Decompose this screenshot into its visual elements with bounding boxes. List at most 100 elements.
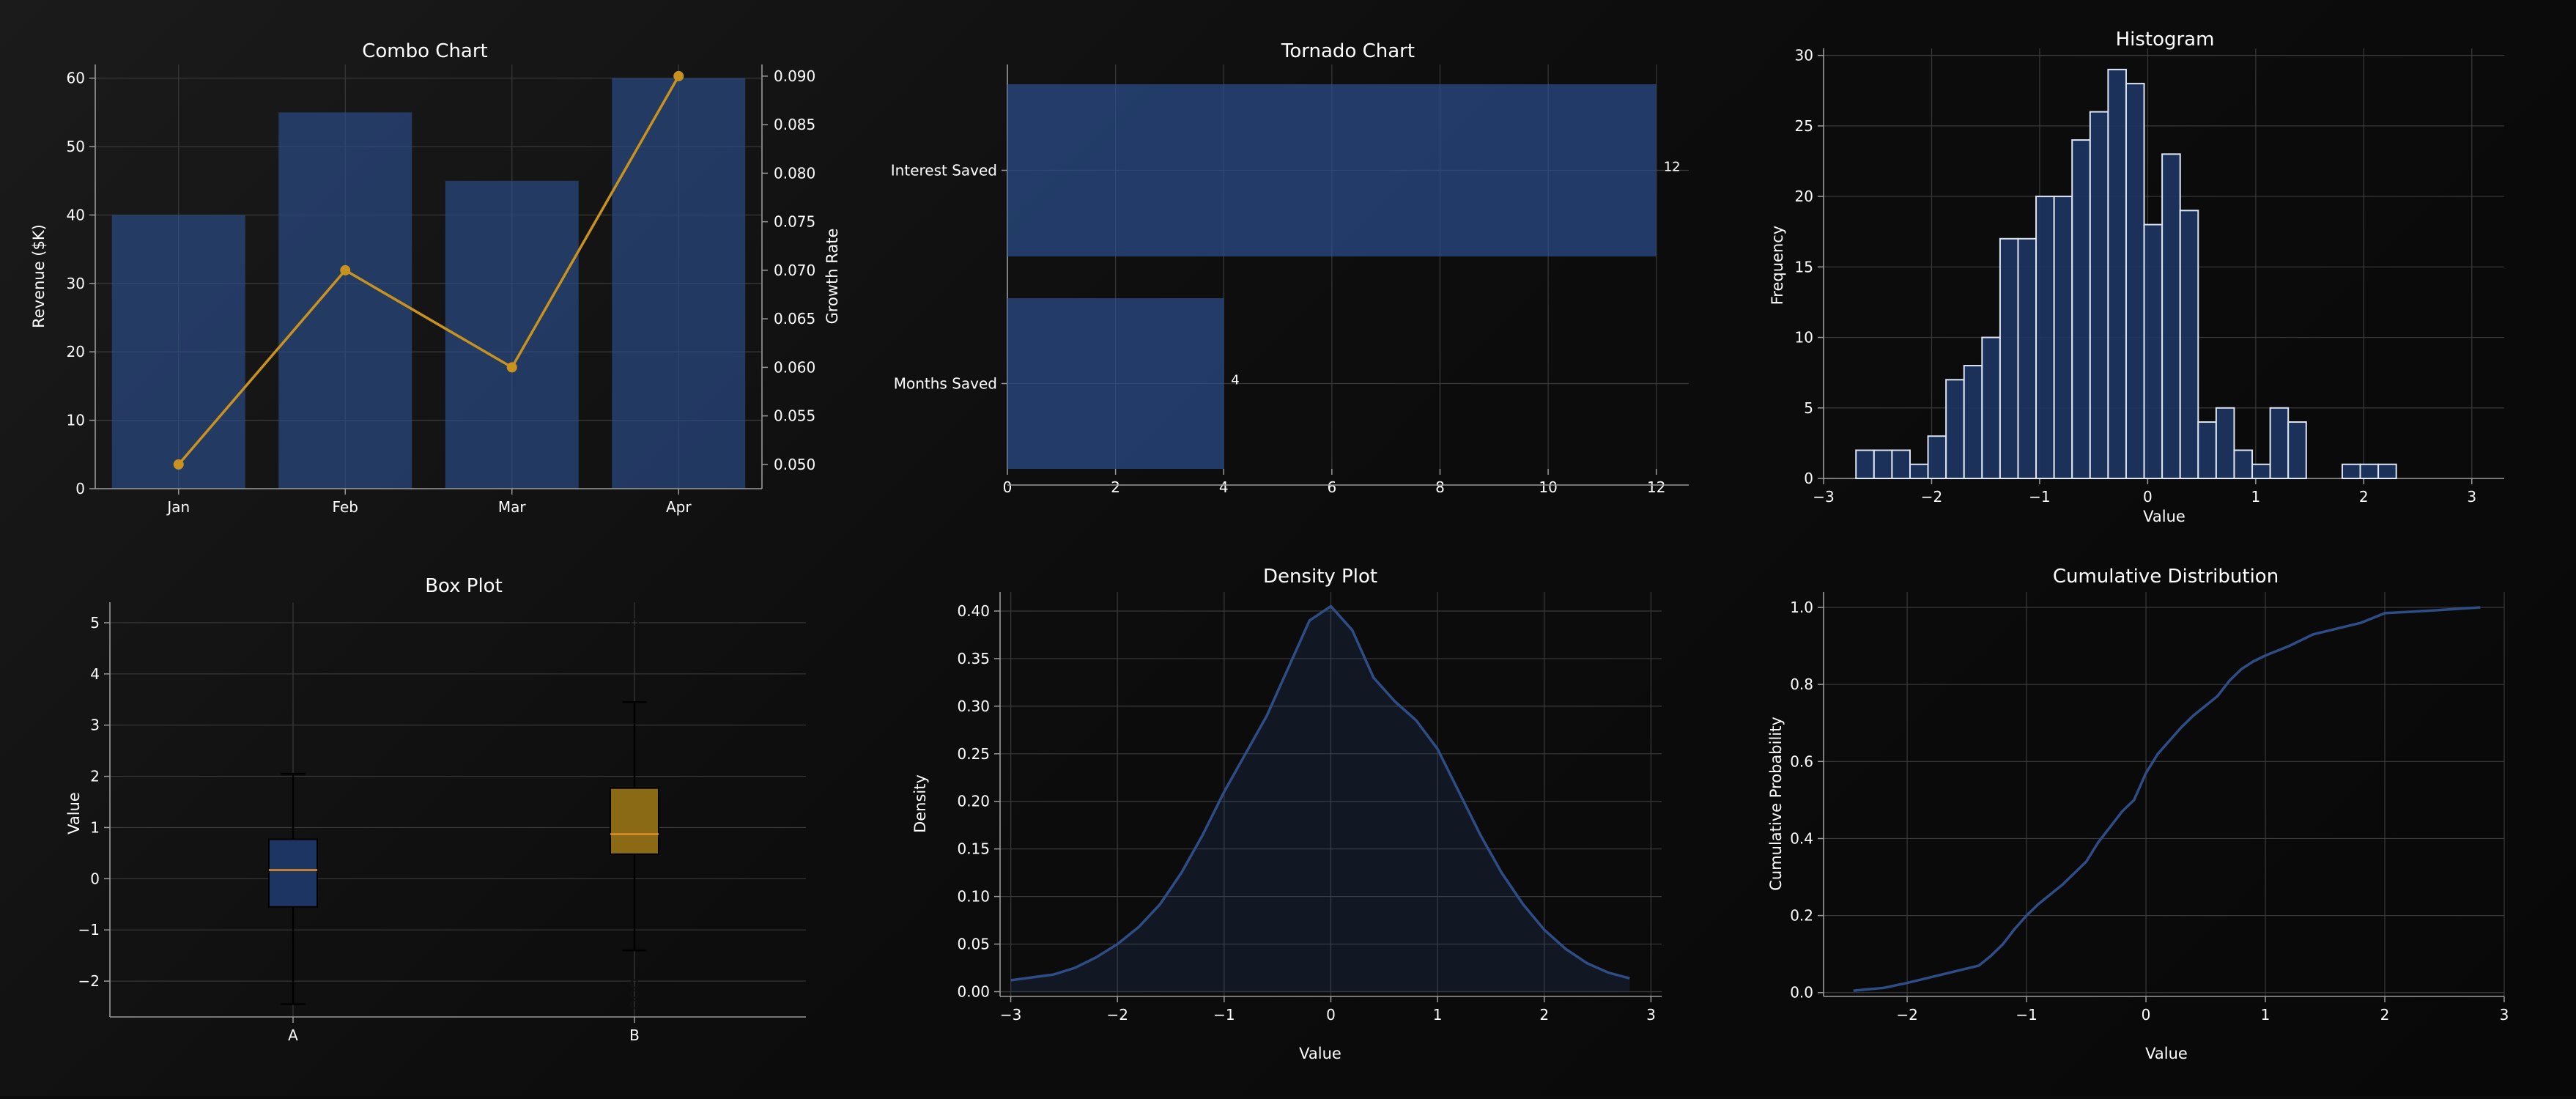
y-tick-label: 30	[67, 275, 85, 292]
histogram-bin	[2179, 210, 2199, 479]
y-tick-label: 5	[90, 614, 100, 632]
y-tick-label: 0.40	[957, 602, 990, 620]
x-tick-label: 1	[2261, 1006, 2270, 1024]
y-tick-label: 0	[75, 480, 85, 497]
histogram-bin	[1927, 435, 1947, 479]
y-tick-label: 4	[90, 665, 100, 683]
y-tick-label: 0.35	[957, 650, 990, 667]
histogram-bin	[1909, 463, 1929, 479]
density-line	[1010, 604, 1630, 982]
growth-rate-point	[173, 459, 184, 470]
y-tick-label: 2	[90, 768, 100, 785]
cumulative-distribution-title: Cumulative Distribution	[2053, 566, 2279, 588]
tornado-data-label: 4	[1231, 373, 1239, 388]
histogram-bin	[2125, 83, 2145, 480]
revenue-bar	[111, 215, 245, 489]
y-tick-label: 50	[67, 138, 85, 155]
histogram-bin	[2161, 153, 2181, 479]
x-tick-label: 6	[1327, 478, 1336, 496]
histogram-bin	[2071, 139, 2091, 479]
y-tick-label: 10	[67, 412, 85, 429]
y-tick-label: 0.20	[957, 793, 990, 810]
tornado-bar	[1007, 298, 1224, 469]
y-tick-label: 3	[90, 717, 100, 734]
x-tick-label: 3	[1646, 1006, 1656, 1024]
revenue-bar	[612, 78, 746, 489]
histogram-bin	[2089, 111, 2109, 479]
y-tick-label: 60	[67, 70, 85, 87]
y-tick-label: 0.05	[957, 936, 990, 953]
x-tick-label: 0	[2143, 488, 2153, 506]
x-tick-label: 1	[2251, 488, 2260, 506]
box-outlier	[630, 979, 639, 988]
histogram-bin	[1945, 379, 1965, 479]
x-tick-label: −2	[1896, 1006, 1917, 1024]
x-tick-label: 1	[1433, 1006, 1443, 1024]
x-tick-label: 10	[1539, 478, 1557, 496]
combo-chart-title: Combo Chart	[362, 40, 488, 62]
x-tick-label: 12	[1647, 478, 1665, 496]
y2-tick-label: 0.090	[774, 67, 815, 85]
histogram-bin	[2215, 407, 2235, 480]
y2-tick-label: 0.060	[774, 358, 815, 376]
histogram-bin	[2341, 463, 2361, 479]
y-tick-label: 0.00	[957, 983, 990, 1001]
x-tick-label: Mar	[498, 498, 527, 516]
histogram-title: Histogram	[2116, 29, 2215, 51]
growth-rate-line	[177, 75, 680, 466]
y-tick-label: −2	[78, 972, 100, 990]
x-tick-label: 8	[1435, 478, 1445, 496]
y-tick-label: 0.10	[957, 888, 990, 906]
y-tick-label: −1	[78, 921, 100, 939]
histogram-bin	[2107, 68, 2127, 480]
y2-tick-label: 0.050	[774, 456, 815, 473]
y2-tick-label: 0.080	[774, 164, 815, 182]
x-tick-label: Feb	[333, 498, 358, 516]
x-tick-label: A	[288, 1026, 298, 1044]
histogram-bin	[1963, 365, 1983, 479]
y-tick-label: 0.6	[1790, 752, 1813, 770]
y2-tick-label: 0.070	[774, 262, 815, 279]
x-tick-label: Jan	[166, 498, 190, 516]
revenue-bar	[278, 112, 412, 489]
histogram-bin	[1873, 449, 1893, 479]
x-tick-label: 0	[1326, 1006, 1336, 1024]
x-tick-label: −3	[1000, 1006, 1021, 1024]
box-outlier	[630, 618, 639, 627]
density-ylabel: Density	[911, 774, 929, 833]
combo-ylabel: Revenue ($K)	[30, 224, 48, 328]
y-tick-label: 0	[90, 870, 100, 887]
x-tick-label: 3	[2500, 1006, 2509, 1024]
cdf-ylabel: Cumulative Probability	[1767, 717, 1785, 891]
box-outlier	[630, 999, 639, 1009]
density-plot-title: Density Plot	[1263, 566, 1377, 588]
growth-rate-point	[673, 70, 684, 81]
histogram-bin	[2287, 421, 2307, 480]
x-tick-label: −1	[1213, 1006, 1235, 1024]
histogram-bin	[2233, 449, 2254, 479]
x-tick-label: 0	[2142, 1006, 2151, 1024]
x-tick-label: −1	[2029, 488, 2050, 506]
histogram-ylabel: Frequency	[1769, 226, 1786, 306]
box-body	[610, 787, 659, 855]
cdf-xlabel: Value	[2145, 1045, 2188, 1062]
y-tick-label: 0.2	[1790, 907, 1813, 925]
y-tick-label: 5	[1804, 399, 1813, 417]
y2-tick-label: 0.085	[774, 116, 815, 133]
x-tick-label: 2	[1111, 478, 1120, 496]
x-tick-label: B	[629, 1026, 640, 1044]
y-tick-label: Interest Saved	[891, 162, 997, 180]
x-tick-label: 0	[1003, 478, 1013, 496]
x-tick-label: −2	[1106, 1006, 1128, 1024]
box-outlier	[630, 989, 639, 999]
histogram-bin	[1981, 336, 2001, 479]
histogram-bin	[1855, 449, 1875, 479]
y-tick-label: 0.25	[957, 745, 990, 763]
y2-tick-label: 0.075	[774, 213, 815, 231]
y-tick-label: 0.30	[957, 697, 990, 715]
tornado-chart-title: Tornado Chart	[1281, 40, 1415, 62]
x-tick-label: −1	[2016, 1006, 2037, 1024]
y-tick-label: 15	[1795, 258, 1813, 275]
